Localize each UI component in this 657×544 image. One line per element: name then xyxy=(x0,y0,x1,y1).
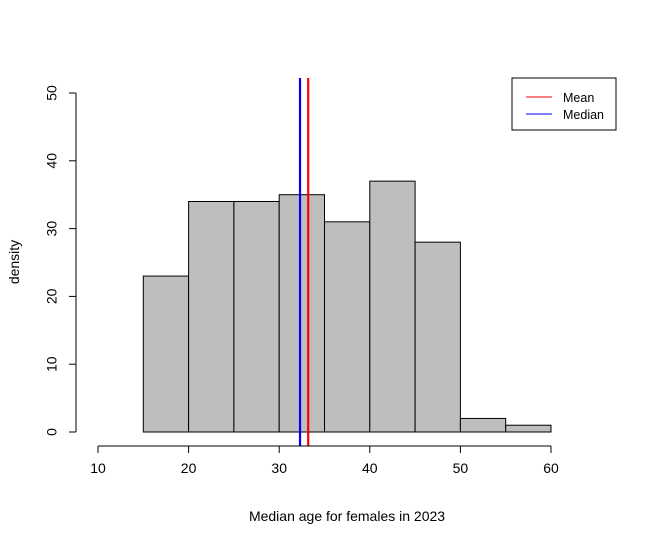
y-axis: 0 10 20 30 40 50 xyxy=(44,85,77,436)
histogram-bar xyxy=(233,200,280,433)
histogram-bars xyxy=(142,180,552,433)
y-tick-label: 50 xyxy=(44,85,60,101)
y-tick-label: 30 xyxy=(44,221,60,237)
histogram-bar xyxy=(188,200,235,433)
x-tick-label: 60 xyxy=(543,460,559,476)
legend: Mean Median xyxy=(511,77,617,131)
y-tick-label: 10 xyxy=(44,356,60,372)
x-tick-label: 50 xyxy=(453,460,469,476)
legend-box xyxy=(511,77,617,131)
x-tick-label: 30 xyxy=(271,460,287,476)
x-axis-title: Median age for females in 2023 xyxy=(249,508,445,524)
histogram-bar xyxy=(459,417,507,433)
histogram-bar xyxy=(505,424,552,433)
y-tick-label: 20 xyxy=(44,288,60,304)
histogram-bar xyxy=(414,241,461,433)
histogram-bar xyxy=(369,180,416,433)
x-axis: 10 20 30 40 50 60 xyxy=(90,445,559,476)
x-tick-label: 20 xyxy=(181,460,197,476)
x-tick-label: 40 xyxy=(362,460,378,476)
y-tick-label: 40 xyxy=(44,153,60,169)
histogram-bar xyxy=(278,194,326,433)
legend-mean-label: Mean xyxy=(563,91,594,105)
legend-median-label: Median xyxy=(563,108,604,122)
y-axis-title: density xyxy=(6,240,22,284)
y-tick-label: 0 xyxy=(44,428,60,436)
reference-lines xyxy=(298,78,310,446)
histogram-bar xyxy=(142,275,190,433)
x-tick-label: 10 xyxy=(90,460,106,476)
histogram-bar xyxy=(324,221,371,433)
